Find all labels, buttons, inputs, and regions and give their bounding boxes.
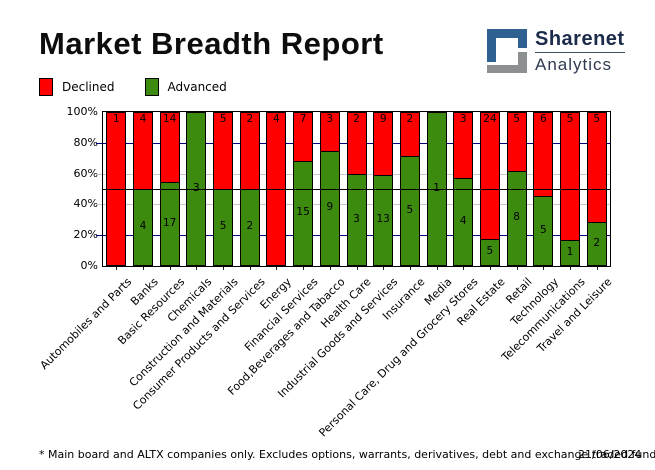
y-axis-label: 40% xyxy=(73,197,98,211)
y-axis-label: 100% xyxy=(66,105,98,118)
bar-declined-value: 5 xyxy=(593,113,601,125)
bar-advanced-value: 3 xyxy=(353,212,360,225)
x-axis-tick xyxy=(276,267,277,270)
y-axis-tick xyxy=(96,204,102,206)
chart-legend: Declined Advanced xyxy=(39,78,257,96)
bar-advanced-value: 1 xyxy=(566,245,574,258)
bar-advanced-value: 5 xyxy=(539,223,547,236)
bar-advanced-segment xyxy=(561,240,579,265)
y-axis-label: 0% xyxy=(80,259,98,272)
footnote: * Main board and ALTX companies only. Ex… xyxy=(39,448,655,461)
bar-advanced-value: 8 xyxy=(513,211,520,223)
x-axis-tick xyxy=(463,267,464,270)
legend-advanced-label: Advanced xyxy=(167,80,227,94)
bar-advanced-segment xyxy=(294,161,313,265)
chart-plot-area: 1 4 4 17 14 3 5 5 2 2 4 15 7 9 3 3 2 13 9 5 2 1 4 3 5 24 8 5 5 6 1 5 2 5 xyxy=(102,111,611,267)
bar-advanced-value: 5 xyxy=(486,245,494,257)
x-axis-tick xyxy=(116,267,117,270)
bar-declined-value: 14 xyxy=(163,113,177,125)
bar-declined-value: 5 xyxy=(219,113,227,125)
x-axis-label: Automobiles and Parts xyxy=(37,275,134,372)
x-axis-tick xyxy=(303,267,304,270)
x-axis-tick xyxy=(357,267,358,270)
fifty-percent-line xyxy=(103,189,610,190)
bar-advanced-value: 15 xyxy=(296,206,310,218)
bar-advanced-segment xyxy=(347,174,366,265)
bar-advanced-value: 3 xyxy=(193,182,200,194)
legend-declined-swatch xyxy=(39,78,53,96)
bar-advanced-segment xyxy=(454,178,473,265)
y-axis-tick xyxy=(96,235,102,237)
x-axis-tick xyxy=(143,267,144,270)
bar-advanced-value: 9 xyxy=(326,201,334,213)
x-axis-tick xyxy=(330,267,331,270)
sharenet-logo-icon xyxy=(487,29,527,73)
bar-advanced-segment xyxy=(160,182,179,265)
bar-advanced-value: 5 xyxy=(219,220,227,232)
bar-declined-value: 2 xyxy=(406,113,414,125)
x-axis-tick xyxy=(250,267,251,270)
bar-declined-value: 5 xyxy=(566,113,574,125)
bar-advanced-segment xyxy=(480,239,499,265)
x-axis-tick xyxy=(543,267,544,270)
y-axis-tick xyxy=(96,173,102,175)
bar-declined-value: 24 xyxy=(483,113,497,125)
x-axis-tick xyxy=(196,267,197,270)
bar-declined-value: 9 xyxy=(379,113,387,125)
x-axis-tick xyxy=(170,267,171,270)
bar-declined-value: 5 xyxy=(513,113,520,125)
x-axis-tick xyxy=(490,267,491,270)
bar-advanced-value: 1 xyxy=(433,182,440,194)
bar-advanced-segment xyxy=(534,196,553,265)
legend-advanced-swatch xyxy=(144,78,159,96)
page-title: Market Breadth Report xyxy=(39,26,384,61)
bar-advanced-value: 13 xyxy=(376,213,390,225)
bar-advanced-value: 4 xyxy=(139,220,147,232)
bar-advanced-value: 2 xyxy=(593,236,601,249)
bar-declined-value: 6 xyxy=(539,113,547,125)
x-axis-tick xyxy=(410,267,411,270)
bar-declined-value: 1 xyxy=(112,113,120,125)
bar-advanced-segment xyxy=(374,175,393,265)
report-date: 21/06/2024 xyxy=(578,448,642,461)
x-axis-tick xyxy=(597,267,598,270)
bar-advanced-value: 2 xyxy=(246,220,254,232)
bar-declined-value: 4 xyxy=(273,113,280,125)
bar-advanced-segment xyxy=(507,171,526,265)
bar-advanced-segment xyxy=(400,156,419,265)
bar-declined-value: 4 xyxy=(139,113,147,125)
brand-name: Sharenet xyxy=(535,29,625,53)
y-axis-label: 60% xyxy=(73,166,98,180)
bar-declined-value: 2 xyxy=(353,113,360,125)
x-axis-tick xyxy=(570,267,571,270)
x-axis-tick xyxy=(223,267,224,270)
y-axis-label: 80% xyxy=(73,135,98,149)
bar-advanced-segment xyxy=(587,222,606,265)
legend-declined-label: Declined xyxy=(62,80,115,94)
bar-declined-value: 7 xyxy=(299,113,307,125)
brand-text: Sharenet Analytics xyxy=(535,29,625,73)
bar-advanced-value: 4 xyxy=(459,214,467,227)
bar-advanced-value: 17 xyxy=(163,216,177,229)
brand-sub: Analytics xyxy=(535,55,613,74)
bar-declined-value: 2 xyxy=(246,113,254,125)
bar-declined-value: 3 xyxy=(459,113,467,125)
bar-declined-value: 3 xyxy=(326,113,334,125)
x-axis-tick xyxy=(437,267,438,270)
y-axis-label: 20% xyxy=(73,228,98,242)
sharenet-logo: Sharenet Analytics xyxy=(487,29,625,73)
x-axis-tick xyxy=(517,267,518,270)
bar-advanced-value: 5 xyxy=(406,203,414,216)
y-axis-tick xyxy=(96,142,102,144)
bar-advanced-segment xyxy=(320,151,339,265)
x-axis-tick xyxy=(383,267,384,270)
